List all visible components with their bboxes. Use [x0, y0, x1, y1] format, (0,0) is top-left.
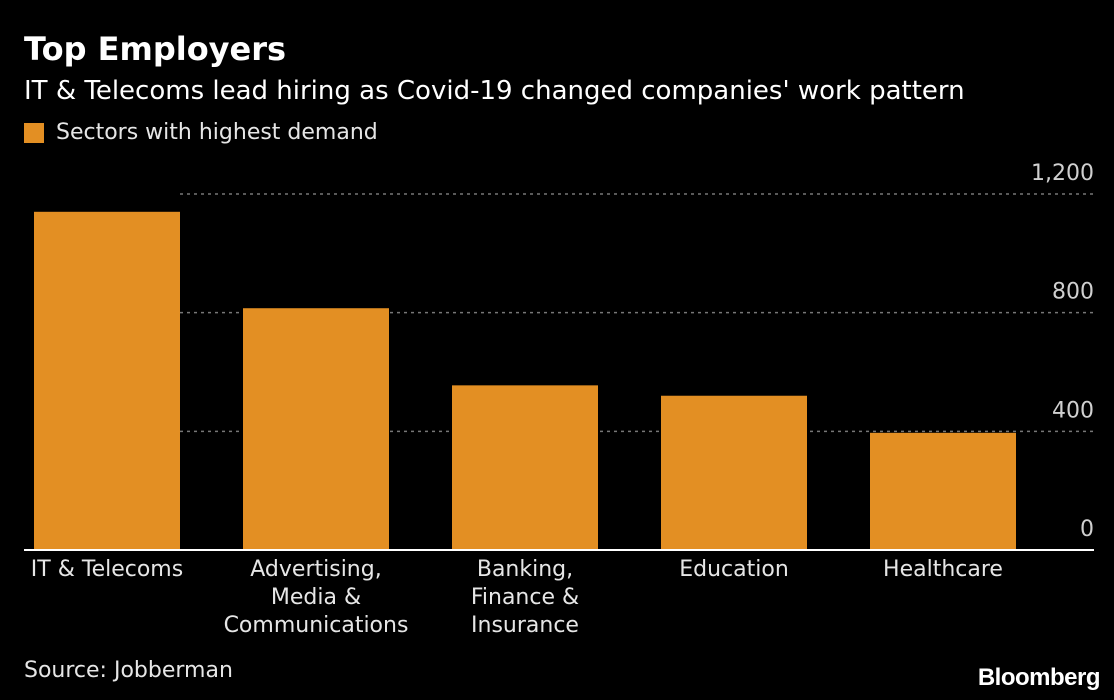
- legend-swatch: [24, 122, 44, 143]
- bar: [870, 432, 1016, 550]
- y-tick-label: 1,200: [1031, 161, 1094, 186]
- x-tick-label: IT & Telecoms: [31, 557, 183, 582]
- bar: [34, 211, 180, 551]
- chart-subtitle: IT & Telecoms lead hiring as Covid-19 ch…: [24, 76, 965, 106]
- y-tick-label: 800: [1052, 280, 1094, 305]
- x-tick-label: Education: [679, 557, 789, 582]
- legend-label: Sectors with highest demand: [56, 120, 378, 145]
- chart-title: Top Employers: [24, 30, 287, 68]
- x-tick-label: Banking, Finance & Insurance: [471, 557, 579, 638]
- bar: [452, 385, 598, 550]
- legend: Sectors with highest demand: [24, 120, 378, 145]
- bar: [661, 395, 807, 550]
- x-tick-label: Healthcare: [883, 557, 1003, 582]
- bar: [243, 308, 389, 550]
- source-note: Source: Jobberman: [24, 658, 233, 683]
- y-tick-label: 0: [1080, 517, 1094, 542]
- bloomberg-logo: Bloomberg: [977, 664, 1101, 691]
- x-tick-label: Advertising, Media & Communications: [224, 557, 409, 638]
- y-tick-label: 400: [1052, 398, 1094, 423]
